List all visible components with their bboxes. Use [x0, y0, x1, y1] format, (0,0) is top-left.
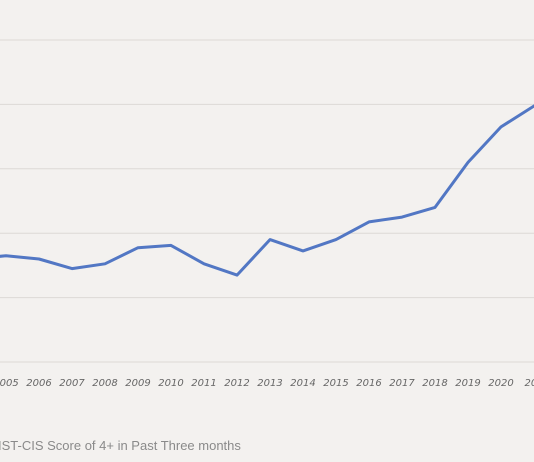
x-axis-tick-labels: 2005 2006 2007 2008 2009 2010 2011 2012 2013 2014… — [0, 378, 534, 389]
gridlines — [0, 39, 534, 363]
x-tick-label: 2005 — [0, 378, 19, 389]
x-tick-label: 2008 — [92, 378, 117, 389]
x-tick-label: 2017 — [389, 378, 415, 389]
x-tick-label: 2010 — [158, 378, 183, 389]
x-tick-label: 2012 — [224, 378, 249, 389]
legend-label: IST-CIS Score of 4+ in Past Three months — [0, 438, 241, 453]
x-tick-label: 2007 — [59, 378, 85, 389]
x-tick-label: 2016 — [356, 378, 381, 389]
series-group — [0, 104, 534, 277]
x-tick-label: 2011 — [191, 378, 216, 389]
x-tick-label: 2009 — [125, 378, 150, 389]
x-tick-label: 2020 — [488, 378, 513, 389]
series-line — [0, 104, 534, 277]
x-tick-label: 2018 — [422, 378, 447, 389]
x-tick-label: 2015 — [323, 378, 348, 389]
x-tick-label: 2014 — [290, 378, 315, 389]
x-tick-label: 202 — [524, 378, 534, 389]
x-tick-label: 2006 — [26, 378, 51, 389]
x-tick-label: 2019 — [455, 378, 480, 389]
x-tick-label: 2013 — [257, 378, 282, 389]
